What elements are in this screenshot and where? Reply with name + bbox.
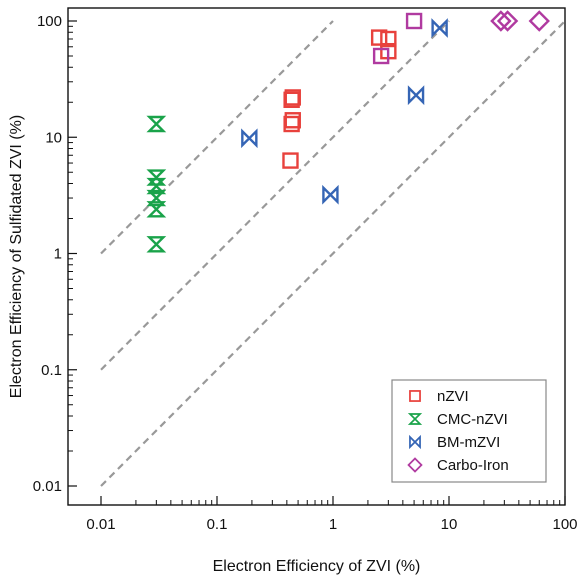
- x-tick-label: 1: [329, 516, 337, 533]
- plot-area: [67, 7, 566, 506]
- data-point: [496, 10, 519, 32]
- data-point: [490, 10, 512, 32]
- reference-line: [100, 20, 566, 487]
- x-tick-label: 0.1: [207, 516, 228, 533]
- data-point: [283, 115, 300, 133]
- data-points: [146, 10, 550, 253]
- y-tick-label: 10: [45, 129, 62, 146]
- legend-item: nZVI: [409, 388, 469, 405]
- x-tick-label: 0.01: [86, 516, 115, 533]
- legend-label: BM-mZVI: [437, 434, 500, 451]
- data-point: [431, 18, 448, 38]
- legend-item: BM-mZVI: [409, 434, 500, 451]
- data-point: [380, 30, 397, 48]
- legend-marker: [409, 390, 421, 402]
- data-point: [146, 236, 167, 253]
- data-point: [282, 152, 299, 169]
- reference-lines: [100, 20, 566, 487]
- reference-line: [100, 20, 334, 255]
- data-point: [146, 177, 167, 195]
- legend-item: Carbo-Iron: [407, 457, 509, 474]
- data-point: [146, 189, 167, 207]
- y-tick-label: 1: [54, 246, 62, 263]
- legend-item: CMC-nZVI: [407, 411, 508, 428]
- legend-label: nZVI: [437, 388, 469, 405]
- data-point: [372, 47, 390, 65]
- legend-marker: [407, 413, 423, 425]
- plot-frame: [67, 7, 566, 506]
- x-axis-title: Electron Efficiency of ZVI (%): [213, 558, 421, 575]
- legend: nZVI CMC-nZVI BM-mZVI Carbo-Iron: [391, 379, 547, 483]
- x-tick-label: 10: [441, 516, 458, 533]
- legend-box: [391, 379, 547, 483]
- legend-label: CMC-nZVI: [437, 411, 508, 428]
- legend-label: Carbo-Iron: [437, 457, 509, 474]
- data-point: [241, 128, 258, 149]
- data-point: [407, 85, 425, 106]
- legend-marker: [407, 457, 423, 473]
- data-point: [370, 29, 388, 46]
- data-point: [528, 10, 550, 32]
- y-tick-label: 100: [37, 13, 62, 30]
- legend-marker: [409, 434, 421, 450]
- data-point: [405, 12, 423, 30]
- data-point: [322, 184, 339, 205]
- x-tick-label: 100: [552, 516, 577, 533]
- y-tick-label: 0.1: [41, 362, 62, 379]
- y-axis-title: Electron Efficiency of Sulfidated ZVI (%…: [8, 115, 25, 398]
- y-tick-label: 0.01: [33, 478, 62, 495]
- axes: 0.01 0.01 0.1 0.1 1 1 10 10 100 100: [33, 13, 578, 533]
- data-point: [146, 115, 167, 133]
- data-point: [146, 201, 167, 218]
- data-point: [283, 91, 300, 108]
- reference-line: [100, 20, 450, 371]
